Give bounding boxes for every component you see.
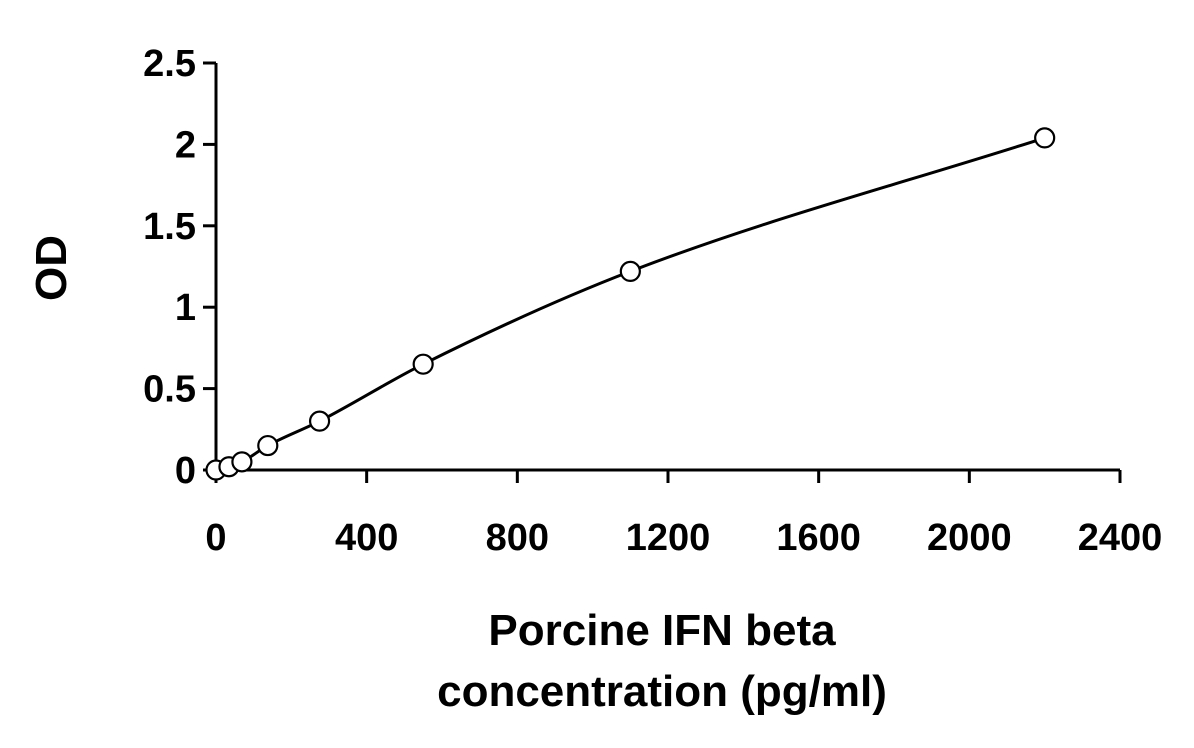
data-point — [412, 353, 434, 375]
y-tick-label: 0 — [175, 450, 196, 492]
data-point — [308, 410, 331, 432]
x-tick-label: 400 — [335, 517, 398, 559]
y-axis-title: OD — [27, 235, 76, 301]
y-tick-label: 1 — [175, 287, 196, 329]
y-tick-label: 1.5 — [143, 206, 196, 248]
x-tick-label: 1200 — [626, 517, 711, 559]
y-tick-label: 2.5 — [143, 43, 196, 85]
x-tick-label: 0 — [205, 517, 226, 559]
x-tick-label: 2400 — [1078, 517, 1163, 559]
data-point — [231, 451, 253, 473]
x-axis-title-line-1: Porcine IFN beta — [488, 606, 836, 655]
y-tick-label: 0.5 — [143, 369, 196, 411]
y-tick-label: 2 — [175, 124, 196, 166]
data-point — [1034, 127, 1056, 149]
x-axis-title-line-2: concentration (pg/ml) — [437, 667, 887, 716]
x-tick-label: 800 — [486, 517, 549, 559]
x-tick-label: 2000 — [927, 517, 1012, 559]
plot-area: 0 0.5 1 1.5 2 2.5 0 400 800 1200 1600 2000 2400 — [143, 43, 1162, 559]
data-point — [619, 260, 641, 282]
x-tick-label: 1600 — [776, 517, 861, 559]
data-point — [257, 434, 279, 457]
fit-curve — [215, 136, 1046, 472]
